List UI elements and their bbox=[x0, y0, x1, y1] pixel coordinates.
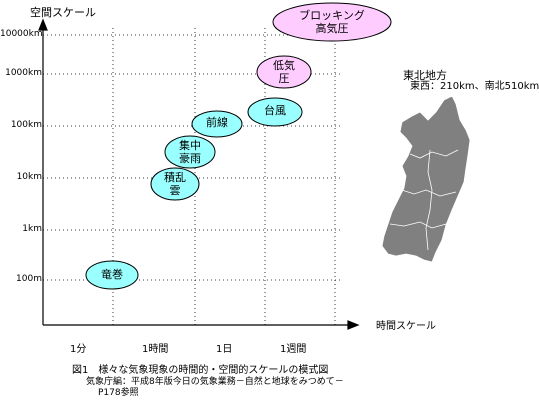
cumulonimbus-line2: 雲 bbox=[169, 184, 181, 197]
front-ellipse bbox=[191, 110, 243, 138]
y-axis-title: 空間スケール bbox=[30, 6, 96, 19]
y-tick-100m: 100m bbox=[16, 274, 42, 284]
source-line2: P178参照 bbox=[98, 388, 139, 398]
x-axis-title: 時間スケール bbox=[376, 321, 436, 332]
front-label: 前線 bbox=[206, 116, 228, 129]
source-line1: 気象庁編：平成8年版今日の気象業務－自然と地球をみつめて－ bbox=[86, 377, 344, 387]
figure-caption: 図1 様々な気象現象の時間的・空間的スケールの模式図 bbox=[72, 365, 329, 376]
tornado-label: 竜巻 bbox=[101, 268, 123, 281]
heavy-rain-line2: 豪雨 bbox=[179, 152, 201, 165]
map-region-label: 東北地方 bbox=[403, 69, 447, 82]
low-pressure-line1: 低気 bbox=[273, 59, 295, 72]
heavy-rain-ellipse bbox=[164, 135, 216, 169]
y-tick-1000km: 1000km bbox=[5, 68, 42, 78]
blocking-high-line2: 高気圧 bbox=[315, 22, 349, 35]
heavy-rain-label: 集中 豪雨 bbox=[165, 139, 215, 165]
x-tick-1hour: 1時間 bbox=[142, 344, 169, 355]
low-pressure-ellipse bbox=[256, 55, 312, 89]
y-tick-10km: 10km bbox=[16, 172, 42, 182]
y-tick-1km: 1km bbox=[22, 224, 42, 234]
tohoku-map bbox=[381, 95, 471, 263]
tornado-ellipse bbox=[85, 260, 139, 290]
cumulonimbus-line1: 積乱 bbox=[164, 171, 186, 184]
typhoon-ellipse bbox=[247, 97, 303, 127]
blocking-high-line1: ブロッキング bbox=[299, 9, 365, 22]
y-tick-10000km: 10000km bbox=[0, 29, 43, 39]
cumulonimbus-label: 積乱 雲 bbox=[151, 171, 199, 197]
blocking-high-ellipse bbox=[272, 2, 392, 42]
map-size-label: 東西：210km、南北510km bbox=[410, 81, 539, 92]
tohoku-outline bbox=[381, 95, 471, 263]
y-tick-100km: 100km bbox=[10, 120, 42, 130]
cumulonimbus-ellipse bbox=[150, 167, 200, 201]
blocking-high-label: ブロッキング 高気圧 bbox=[273, 9, 391, 35]
heavy-rain-line1: 集中 bbox=[179, 139, 201, 152]
low-pressure-line2: 圧 bbox=[278, 72, 290, 85]
x-tick-1min: 1分 bbox=[70, 344, 87, 355]
x-tick-1day: 1日 bbox=[216, 344, 233, 355]
low-pressure-label: 低気 圧 bbox=[257, 59, 311, 85]
typhoon-label: 台風 bbox=[264, 104, 286, 117]
axes bbox=[38, 18, 360, 330]
x-tick-1week: 1週間 bbox=[280, 344, 307, 355]
